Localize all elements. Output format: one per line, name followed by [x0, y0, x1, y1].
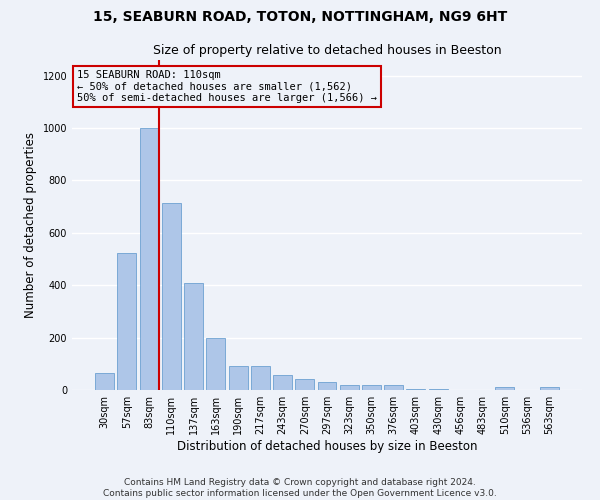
Bar	[118, 252, 136, 390]
Bar	[251, 366, 270, 390]
Bar	[317, 382, 337, 390]
Bar	[206, 338, 225, 390]
X-axis label: Distribution of detached houses by size in Beeston: Distribution of detached houses by size …	[177, 440, 477, 453]
Bar	[162, 202, 181, 390]
Bar	[340, 385, 359, 390]
Bar	[229, 366, 248, 390]
Bar	[273, 375, 292, 390]
Bar	[496, 387, 514, 390]
Bar	[406, 388, 425, 390]
Bar	[362, 386, 381, 390]
Text: 15, SEABURN ROAD, TOTON, NOTTINGHAM, NG9 6HT: 15, SEABURN ROAD, TOTON, NOTTINGHAM, NG9…	[93, 10, 507, 24]
Bar	[540, 387, 559, 390]
Bar	[140, 128, 158, 390]
Title: Size of property relative to detached houses in Beeston: Size of property relative to detached ho…	[152, 44, 502, 58]
Y-axis label: Number of detached properties: Number of detached properties	[24, 132, 37, 318]
Bar	[295, 379, 314, 390]
Bar	[384, 386, 403, 390]
Text: 15 SEABURN ROAD: 110sqm
← 50% of detached houses are smaller (1,562)
50% of semi: 15 SEABURN ROAD: 110sqm ← 50% of detache…	[77, 70, 377, 103]
Bar	[429, 388, 448, 390]
Bar	[95, 373, 114, 390]
Text: Contains HM Land Registry data © Crown copyright and database right 2024.
Contai: Contains HM Land Registry data © Crown c…	[103, 478, 497, 498]
Bar	[184, 283, 203, 390]
